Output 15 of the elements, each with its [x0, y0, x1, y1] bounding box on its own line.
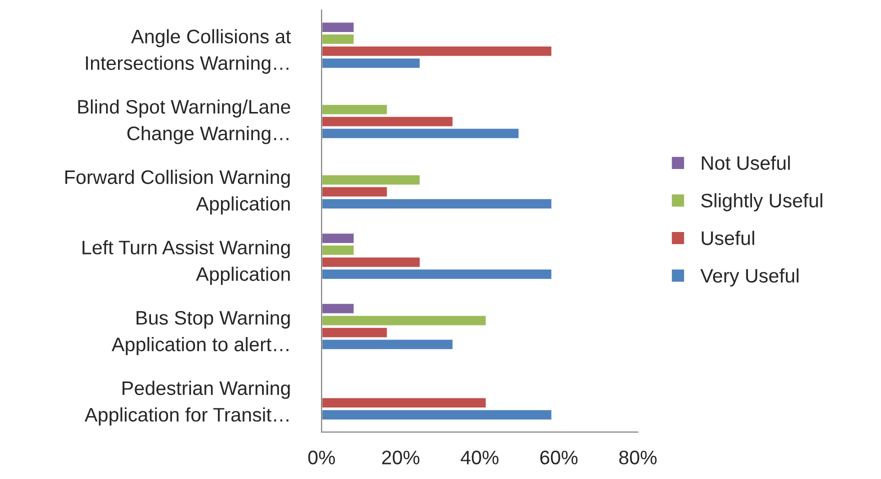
legend-label: Useful: [702, 230, 754, 246]
y-tick-label: Left Turn Assist Warning Application: [82, 240, 290, 285]
y-tick-label: Angle Collisions at Intersections Warning…: [86, 29, 291, 74]
x-tick-label: 60%: [540, 450, 578, 464]
legend-label: Slightly Useful: [701, 193, 822, 212]
y-tick-label: Blind Spot Warning/Lane Change Warning…: [78, 99, 290, 144]
x-tick-label: 20%: [382, 450, 420, 464]
x-tick-label: 0%: [308, 450, 335, 464]
y-tick-label: Forward Collision Warning Application: [65, 170, 290, 214]
legend-label: Not Useful: [702, 156, 790, 170]
y-tick-label: Bus Stop Warning Application to alert…: [112, 310, 290, 356]
x-tick-label: 40%: [460, 450, 498, 464]
y-tick-label: Pedestrian Warning Application for Transit…: [84, 380, 290, 426]
x-tick-label: 80%: [619, 450, 657, 464]
legend-label: Very Useful: [700, 268, 798, 286]
